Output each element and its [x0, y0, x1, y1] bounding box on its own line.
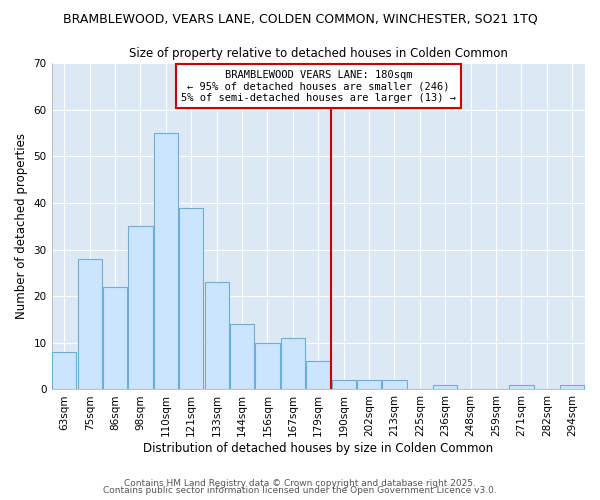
Bar [179, 208, 203, 390]
Bar [103, 287, 127, 390]
Bar [52, 352, 76, 390]
Bar [77, 259, 102, 390]
Bar [128, 226, 152, 390]
Text: BRAMBLEWOOD, VEARS LANE, COLDEN COMMON, WINCHESTER, SO21 1TQ: BRAMBLEWOOD, VEARS LANE, COLDEN COMMON, … [62, 12, 538, 26]
Bar [230, 324, 254, 390]
Bar [382, 380, 407, 390]
Y-axis label: Number of detached properties: Number of detached properties [15, 134, 28, 320]
Bar [332, 380, 356, 390]
Bar [205, 282, 229, 390]
Bar [560, 385, 584, 390]
Bar [281, 338, 305, 390]
Bar [509, 385, 533, 390]
Text: Contains HM Land Registry data © Crown copyright and database right 2025.: Contains HM Land Registry data © Crown c… [124, 478, 476, 488]
Text: BRAMBLEWOOD VEARS LANE: 180sqm
← 95% of detached houses are smaller (246)
5% of : BRAMBLEWOOD VEARS LANE: 180sqm ← 95% of … [181, 70, 456, 103]
Bar [256, 343, 280, 390]
Bar [154, 133, 178, 390]
X-axis label: Distribution of detached houses by size in Colden Common: Distribution of detached houses by size … [143, 442, 493, 455]
Bar [357, 380, 381, 390]
Bar [433, 385, 457, 390]
Text: Contains public sector information licensed under the Open Government Licence v3: Contains public sector information licen… [103, 486, 497, 495]
Bar [306, 362, 331, 390]
Title: Size of property relative to detached houses in Colden Common: Size of property relative to detached ho… [129, 48, 508, 60]
